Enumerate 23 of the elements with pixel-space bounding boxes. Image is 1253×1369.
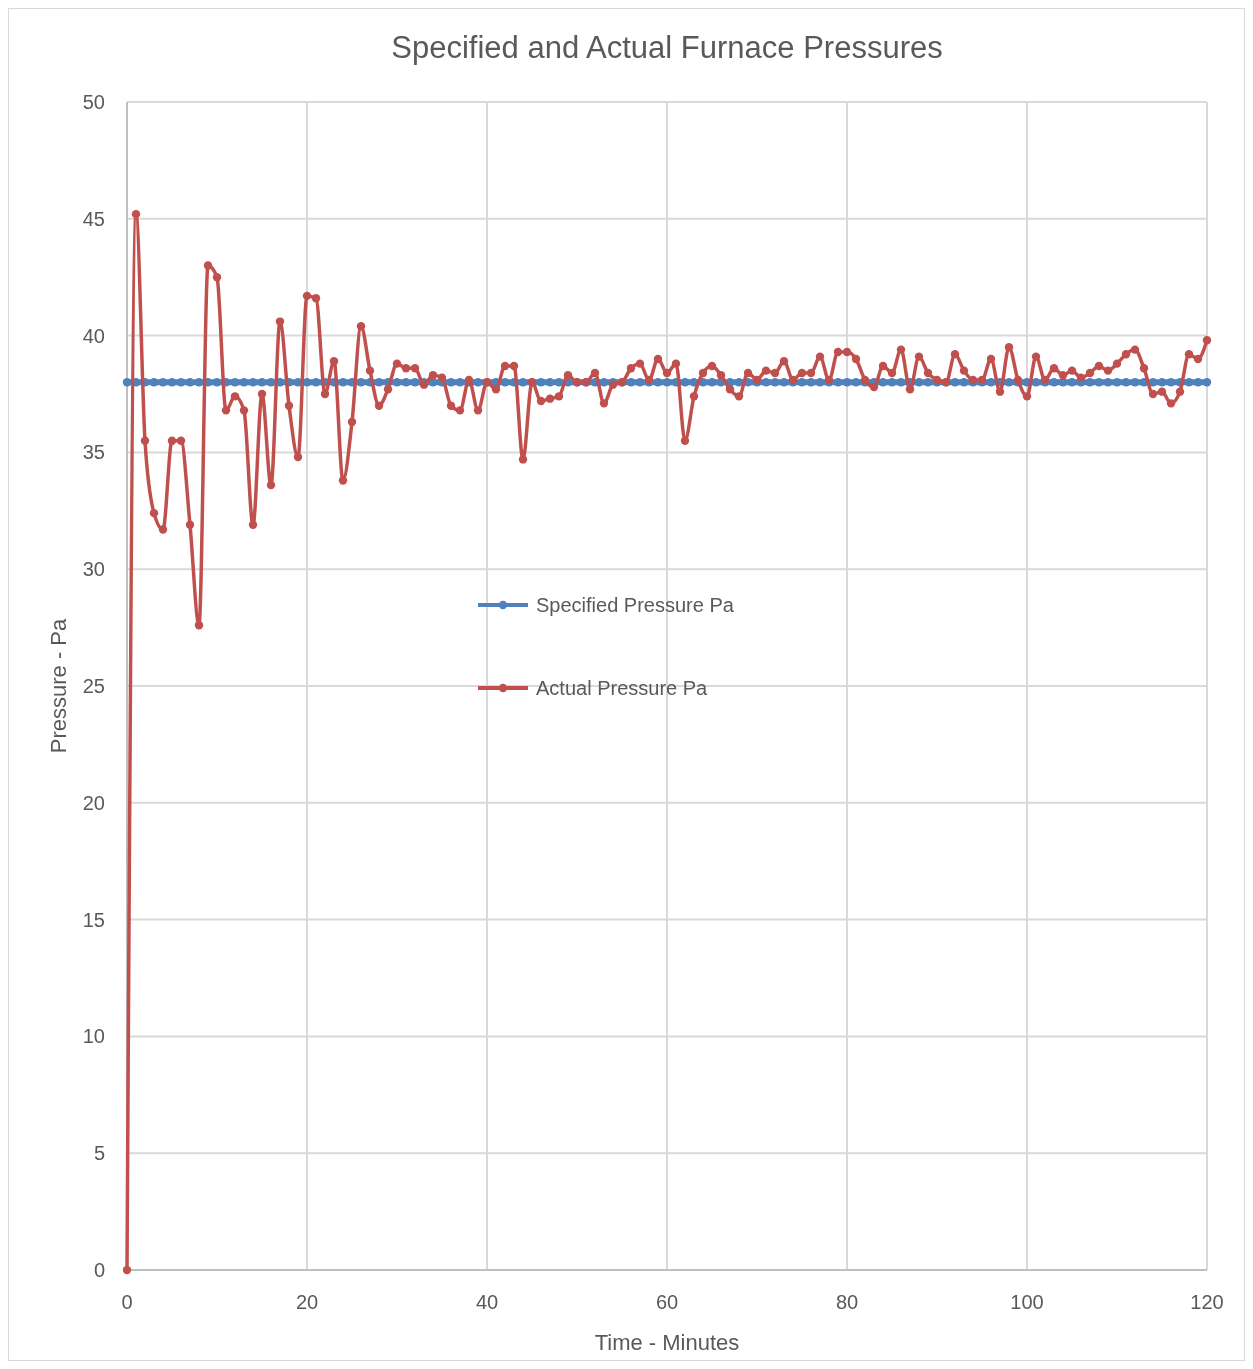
y-tick-label: 20	[82, 791, 105, 814]
y-axis-title: Pressure - Pa	[46, 617, 71, 754]
chart-title: Specified and Actual Furnace Pressures	[391, 30, 943, 65]
x-tick-label: 40	[475, 1291, 499, 1313]
y-tick-label: 40	[82, 324, 105, 347]
x-axis-title: Time - Minutes	[594, 1330, 740, 1355]
y-tick-label: 15	[82, 908, 105, 931]
legend-label: Specified Pressure Pa	[536, 594, 735, 616]
y-tick-label: 25	[82, 675, 105, 697]
x-tick-label: 0	[121, 1291, 133, 1313]
legend-label: Actual Pressure Pa	[536, 677, 709, 699]
y-tick-label: 45	[82, 207, 105, 230]
y-tick-label: 10	[82, 1025, 105, 1048]
y-tick-label: 30	[82, 558, 105, 581]
y-tick-label: 35	[82, 441, 105, 464]
y-tick-label: 5	[93, 1142, 105, 1165]
x-tick-label: 60	[655, 1291, 679, 1313]
y-tick-label: 0	[93, 1259, 105, 1281]
x-tick-label: 20	[295, 1291, 319, 1313]
x-tick-label: 120	[1190, 1291, 1224, 1313]
x-tick-label: 100	[1010, 1291, 1044, 1313]
x-tick-label: 80	[835, 1291, 859, 1313]
y-tick-label: 50	[82, 91, 105, 113]
